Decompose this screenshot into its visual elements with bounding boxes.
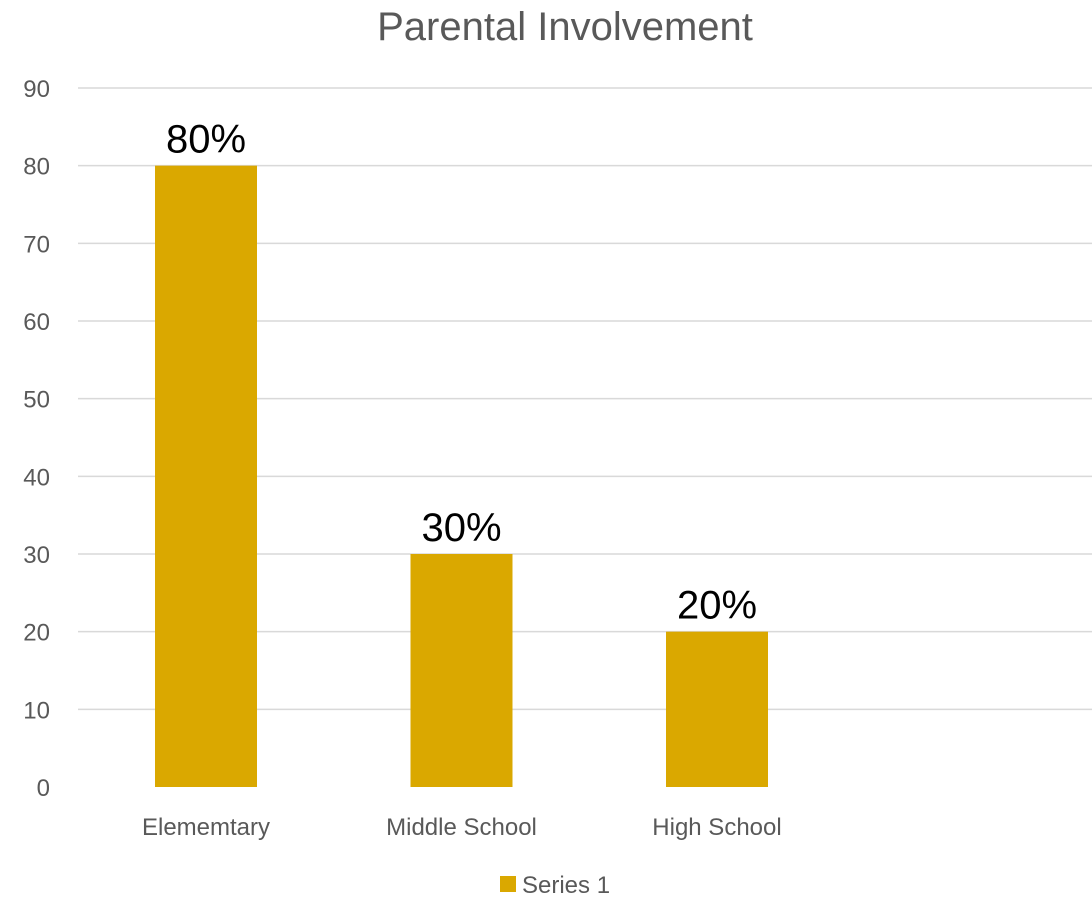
y-tick-label-50: 50 — [23, 387, 50, 414]
y-tick-label-20: 20 — [23, 620, 50, 647]
legend-label-series-1: Series 1 — [522, 872, 610, 899]
data-label-middle-school: 30% — [421, 506, 501, 550]
y-tick-label-10: 10 — [23, 697, 50, 724]
bar-elememtary — [155, 165, 257, 787]
bar-high-school — [666, 631, 768, 787]
x-axis-tick-labels: Elememtary Middle School High School — [142, 814, 782, 841]
y-axis-tick-labels: 0 10 20 30 40 50 60 70 80 90 — [23, 76, 50, 802]
y-tick-label-70: 70 — [23, 231, 50, 258]
y-tick-label-40: 40 — [23, 464, 50, 491]
chart-title: Parental Involvement — [377, 5, 753, 49]
x-tick-label-elememtary: Elememtary — [142, 814, 270, 841]
bars — [155, 165, 768, 787]
y-tick-label-90: 90 — [23, 76, 50, 103]
y-tick-label-0: 0 — [37, 775, 50, 802]
legend: Series 1 — [500, 872, 610, 899]
bar-middle-school — [410, 554, 513, 787]
x-tick-label-middle-school: Middle School — [386, 814, 537, 841]
legend-swatch-series-1 — [500, 876, 516, 892]
x-tick-label-high-school: High School — [652, 814, 781, 841]
data-label-elememtary: 80% — [166, 118, 246, 162]
y-tick-label-30: 30 — [23, 542, 50, 569]
y-tick-label-60: 60 — [23, 309, 50, 336]
data-labels: 80% 30% 20% — [166, 118, 757, 628]
y-tick-label-80: 80 — [23, 154, 50, 181]
data-label-high-school: 20% — [677, 584, 757, 628]
